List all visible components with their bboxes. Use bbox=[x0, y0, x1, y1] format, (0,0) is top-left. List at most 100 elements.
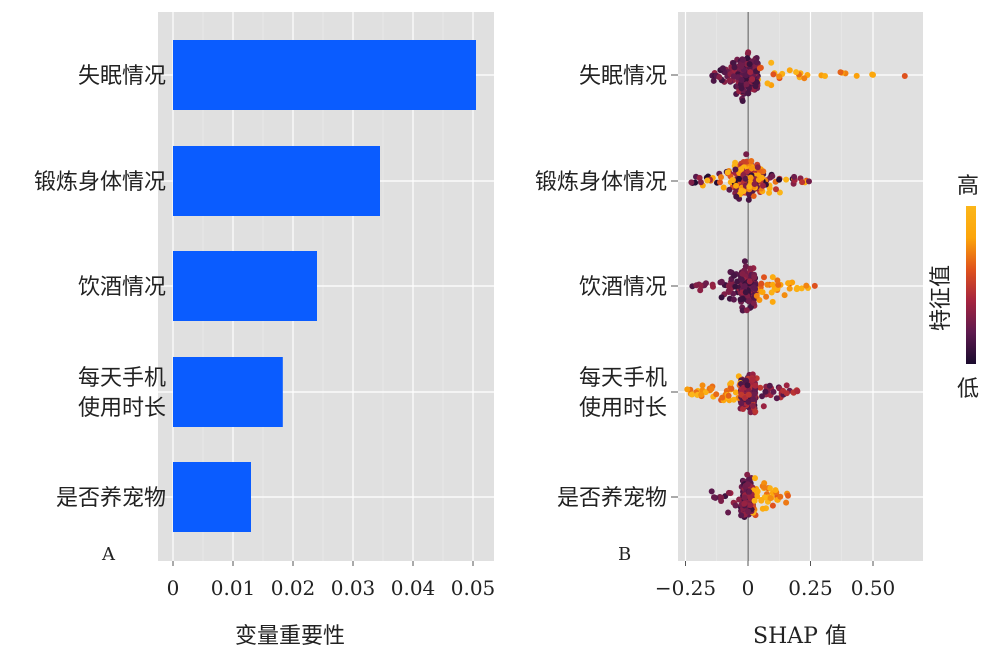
shap-point bbox=[753, 490, 760, 497]
shap-point bbox=[763, 293, 770, 300]
shap-point bbox=[743, 377, 750, 384]
shap-point bbox=[853, 72, 860, 79]
shap-point bbox=[744, 471, 751, 478]
shap-point bbox=[732, 283, 739, 290]
shap-point bbox=[745, 90, 752, 97]
shap-point bbox=[761, 480, 768, 487]
shap-point bbox=[766, 189, 773, 196]
shap-point bbox=[769, 274, 776, 281]
shap-point bbox=[710, 283, 716, 290]
shap-point bbox=[729, 177, 736, 183]
bar bbox=[173, 40, 476, 110]
shap-point bbox=[759, 393, 765, 400]
shap-point bbox=[743, 151, 750, 158]
shap-point bbox=[718, 294, 725, 301]
shap-point bbox=[766, 485, 773, 492]
shap-point bbox=[801, 75, 808, 82]
shap-point bbox=[738, 63, 744, 70]
shap-point bbox=[751, 181, 758, 187]
shap-point bbox=[699, 382, 706, 389]
x-tick-label: −0.25 bbox=[655, 576, 716, 600]
y-tick-label: 每天手机 bbox=[579, 366, 667, 391]
shap-point bbox=[772, 487, 779, 494]
panel-a-bars bbox=[173, 40, 476, 532]
x-tick-label: 0 bbox=[742, 576, 755, 600]
y-tick-label: 使用时长 bbox=[78, 396, 166, 421]
shap-point bbox=[760, 403, 767, 410]
shap-point bbox=[799, 179, 806, 186]
shap-point bbox=[744, 382, 751, 389]
shap-point bbox=[732, 159, 739, 166]
shap-point bbox=[717, 179, 723, 186]
shap-point bbox=[811, 282, 818, 289]
shap-point bbox=[734, 278, 741, 285]
y-tick-label: 饮酒情况 bbox=[579, 275, 667, 300]
shap-point bbox=[703, 280, 709, 287]
shap-point bbox=[745, 298, 752, 305]
shap-point bbox=[736, 175, 742, 182]
shap-point bbox=[773, 395, 780, 402]
shap-point bbox=[741, 258, 748, 265]
shap-point bbox=[750, 396, 757, 403]
shap-point bbox=[769, 502, 776, 509]
shap-point bbox=[777, 493, 784, 500]
shap-point bbox=[752, 475, 758, 482]
shap-point bbox=[767, 495, 774, 502]
shap-point bbox=[781, 292, 788, 299]
shap-point bbox=[751, 390, 758, 397]
shap-point bbox=[719, 65, 726, 72]
bar bbox=[173, 251, 317, 321]
shap-point bbox=[732, 166, 739, 173]
colorbar-legend: 高 特征值 低 bbox=[929, 174, 979, 402]
shap-point bbox=[773, 186, 779, 193]
shap-point bbox=[725, 289, 732, 295]
shap-point bbox=[776, 189, 783, 196]
shap-point bbox=[783, 382, 790, 389]
shap-point bbox=[785, 492, 791, 499]
shap-point bbox=[725, 489, 732, 496]
shap-point bbox=[798, 285, 805, 292]
shap-point bbox=[743, 307, 750, 314]
shap-point bbox=[757, 384, 764, 391]
shap-point bbox=[684, 386, 691, 393]
shap-point bbox=[752, 382, 759, 389]
shap-point bbox=[738, 276, 745, 283]
y-tick-label: 使用时长 bbox=[579, 396, 667, 421]
shap-point bbox=[747, 265, 754, 272]
y-tick-label: 每天手机 bbox=[78, 366, 166, 391]
shap-point bbox=[770, 71, 777, 78]
shap-point bbox=[733, 182, 739, 189]
shap-point bbox=[758, 174, 765, 181]
shap-point bbox=[730, 396, 737, 403]
x-tick-label: 0.25 bbox=[788, 576, 833, 600]
shap-point bbox=[710, 77, 717, 84]
colorbar-gradient bbox=[966, 206, 976, 364]
shap-point bbox=[745, 190, 752, 197]
shap-point bbox=[754, 164, 761, 171]
shap-point bbox=[718, 498, 725, 504]
x-tick-label: 0.50 bbox=[851, 576, 896, 600]
shap-point bbox=[794, 388, 801, 395]
panel-a-x-axis-title: 变量重要性 bbox=[235, 624, 345, 649]
shap-point bbox=[739, 270, 746, 277]
shap-point bbox=[766, 382, 773, 389]
shap-point bbox=[708, 385, 715, 392]
panel-a-x-tick-labels: 0 0.01 0.02 0.03 0.04 0.05 bbox=[167, 561, 495, 600]
shap-point bbox=[731, 272, 738, 279]
shap-point bbox=[743, 81, 750, 88]
shap-point bbox=[745, 196, 752, 203]
shap-point bbox=[742, 289, 749, 296]
shap-point bbox=[740, 56, 747, 63]
colorbar-high-label: 高 bbox=[957, 174, 979, 199]
shap-point bbox=[746, 278, 753, 285]
shap-point bbox=[720, 184, 727, 191]
shap-point bbox=[774, 277, 781, 284]
shap-point bbox=[753, 59, 760, 66]
shap-point bbox=[746, 61, 753, 68]
shap-point bbox=[803, 282, 810, 289]
shap-point bbox=[869, 71, 876, 78]
shap-point bbox=[741, 283, 748, 290]
